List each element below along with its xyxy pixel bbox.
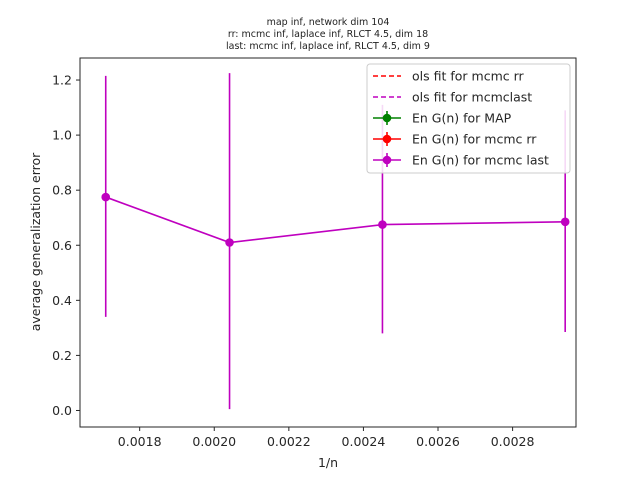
y-tick-label: 0.6: [52, 238, 72, 253]
x-tick-label: 0.0026: [416, 434, 460, 449]
legend-marker: [382, 113, 392, 123]
legend-label: ols fit for mcmc rr: [412, 69, 525, 84]
x-tick-label: 0.0028: [491, 434, 535, 449]
x-tick-label: 0.0022: [267, 434, 311, 449]
legend-label: ols fit for mcmclast: [412, 90, 532, 105]
y-axis-ticks: 0.0 0.2 0.4 0.6 0.8 1.0 1.2: [52, 73, 80, 418]
x-tick-label: 0.0018: [118, 434, 162, 449]
legend-label: En G(n) for MAP: [412, 111, 512, 126]
y-tick-label: 0.2: [52, 348, 72, 363]
title-line-3: last: mcmc inf, laplace inf, RLCT 4.5, d…: [226, 41, 430, 52]
legend-item: ols fit for mcmc rr: [373, 69, 525, 84]
title-line-2: rr: mcmc inf, laplace inf, RLCT 4.5, dim…: [228, 29, 428, 40]
data-point: [378, 220, 387, 229]
legend-label: En G(n) for mcmc rr: [412, 132, 537, 147]
legend-item: En G(n) for MAP: [373, 111, 512, 126]
x-tick-label: 0.0024: [342, 434, 386, 449]
legend-item: En G(n) for mcmc rr: [373, 132, 537, 147]
series-mcmc-last: [101, 73, 570, 410]
series-line: [105, 196, 566, 244]
legend-box: [366, 63, 571, 174]
title-line-1: map inf, network dim 104: [267, 17, 390, 28]
y-tick-label: 0.0: [52, 403, 72, 418]
data-point: [560, 217, 570, 227]
y-axis-label: average generalization error: [28, 152, 43, 331]
data-point: [101, 192, 111, 202]
legend-label: En G(n) for mcmc last: [412, 153, 549, 168]
y-tick-label: 1.2: [52, 73, 72, 88]
x-axis-label: 1/n: [318, 455, 338, 470]
legend-marker: [382, 155, 392, 165]
legend-item: En G(n) for mcmc last: [373, 153, 549, 168]
legend-marker: [382, 134, 392, 144]
data-point: [225, 238, 234, 247]
legend-item: ols fit for mcmclast: [373, 90, 532, 105]
y-tick-label: 0.8: [52, 183, 72, 198]
y-tick-label: 1.0: [52, 128, 72, 143]
y-tick-label: 0.4: [52, 293, 72, 308]
legend: ols fit for mcmc rr ols fit for mcmclast E…: [366, 63, 571, 174]
chart-title: map inf, network dim 104 rr: mcmc inf, l…: [226, 17, 430, 52]
plot-frame: [79, 57, 577, 428]
x-axis-ticks: 0.0018 0.0020 0.0022 0.0024 0.0026 0.0028: [118, 427, 535, 449]
x-tick-label: 0.0020: [192, 434, 236, 449]
plot-area: [101, 73, 570, 410]
